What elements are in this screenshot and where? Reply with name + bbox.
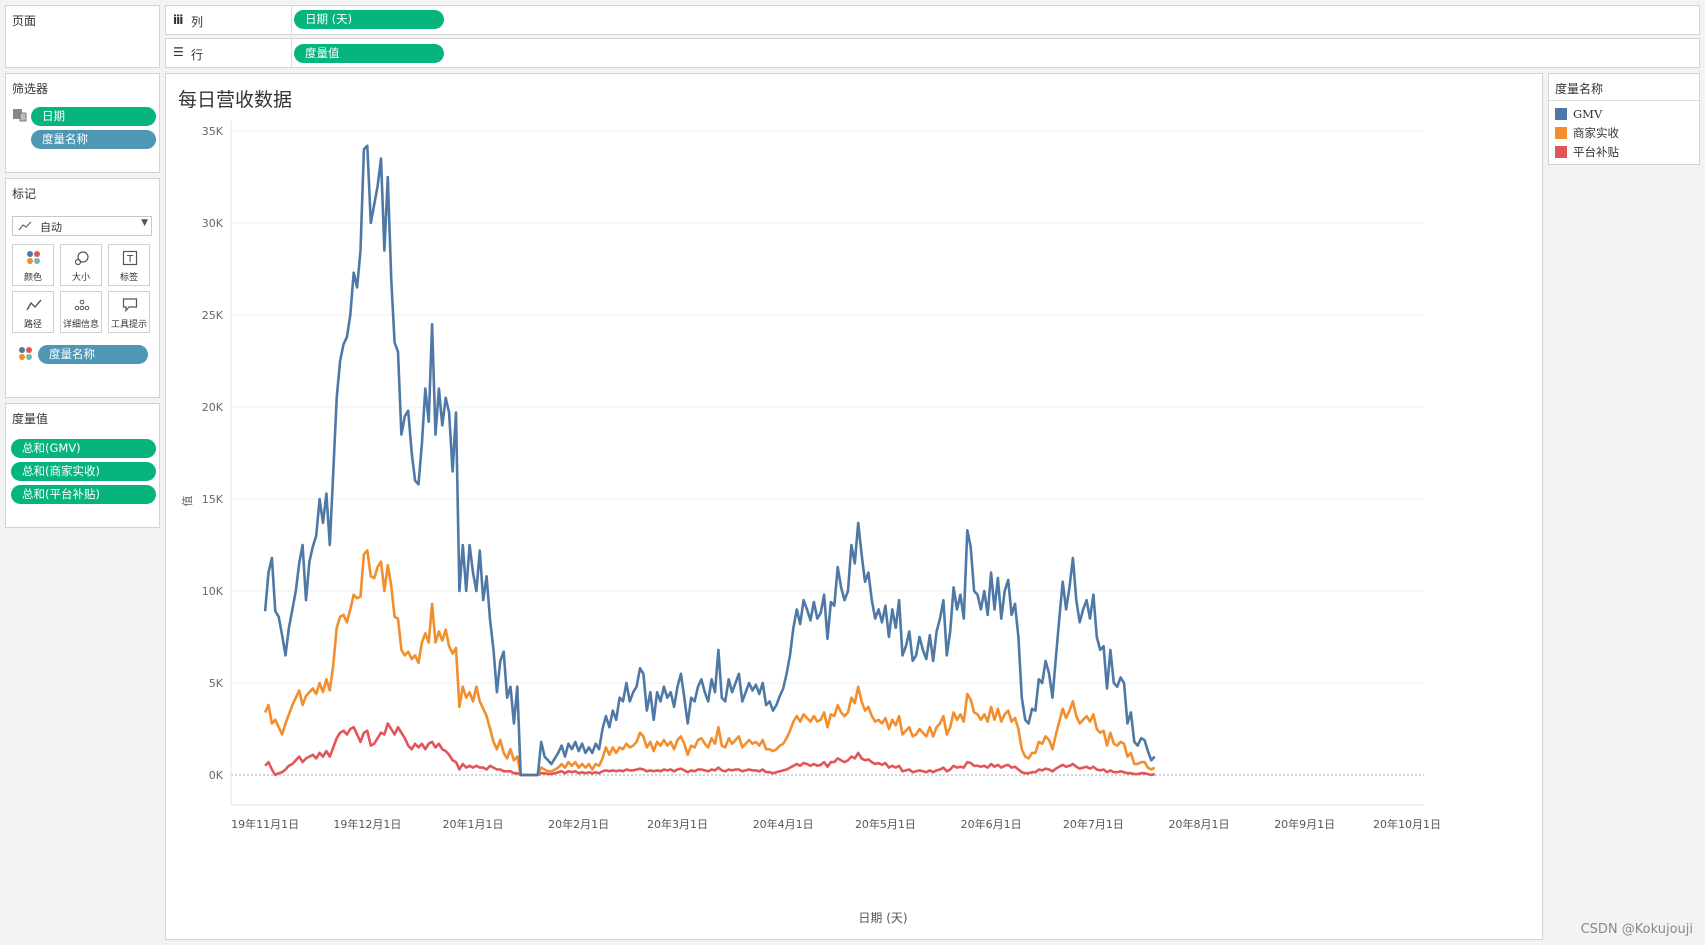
svg-text:T: T bbox=[126, 254, 134, 265]
mark-type-select[interactable]: 自动 ▼ bbox=[12, 216, 152, 236]
mark-tooltip-button[interactable]: 工具提示 bbox=[108, 291, 150, 333]
legend-swatch-subsidy bbox=[1555, 146, 1567, 158]
series-line-subsidy[interactable] bbox=[264, 722, 1156, 777]
line-mark-icon bbox=[18, 221, 32, 231]
legend-panel[interactable]: 度量名称 GMV 商家实收 平台补贴 bbox=[1548, 73, 1700, 165]
series-line-merchant[interactable] bbox=[263, 549, 1156, 777]
rows-label: 行 bbox=[191, 48, 204, 62]
mark-label-label: 标签 bbox=[119, 273, 138, 283]
y-tick-label: 15K bbox=[202, 493, 224, 506]
x-tick-label: 20年9月1日 bbox=[1274, 817, 1335, 831]
x-tick-label: 20年2月1日 bbox=[548, 817, 609, 831]
y-tick-label: 25K bbox=[202, 309, 224, 322]
mark-path-button[interactable]: 路径 bbox=[12, 291, 54, 333]
path-icon bbox=[26, 299, 42, 311]
detail-icon bbox=[74, 299, 90, 311]
filters-panel[interactable]: 筛选器 日期 度量名称 bbox=[5, 73, 160, 173]
x-tick-label: 20年3月1日 bbox=[647, 817, 708, 831]
mark-color-label: 颜色 bbox=[23, 273, 42, 283]
y-tick-label: 5K bbox=[209, 677, 224, 690]
mark-size-label: 大小 bbox=[71, 273, 90, 283]
measure-pill-subsidy[interactable]: 总和(平台补贴) bbox=[11, 485, 156, 504]
x-tick-label: 20年4月1日 bbox=[753, 817, 814, 831]
marks-panel[interactable]: 标记 自动 ▼ 颜色 大小 T 标签 路径 bbox=[5, 178, 160, 398]
tooltip-icon bbox=[122, 298, 138, 313]
mark-tooltip-label: 工具提示 bbox=[110, 320, 147, 330]
chart-title: 每日营收数据 bbox=[178, 89, 292, 111]
x-tick-label: 19年12月1日 bbox=[333, 817, 401, 831]
chart-panel: 每日营收数据 值 日期 (天) 0K 5K 10K 15K 20K 25K 30K 35K 19… bbox=[165, 73, 1543, 940]
legend-item-merchant[interactable]: 商家实收 bbox=[1555, 125, 1619, 141]
x-tick-label: 20年7月1日 bbox=[1063, 817, 1124, 831]
x-tick-label: 20年6月1日 bbox=[961, 817, 1022, 831]
columns-shelf[interactable]: iii 列 日期 (天) bbox=[165, 5, 1700, 35]
filter-pill-date[interactable]: 日期 bbox=[31, 107, 156, 126]
legend-label-subsidy: 平台补贴 bbox=[1573, 145, 1619, 159]
legend-swatch-merchant bbox=[1555, 127, 1567, 139]
legend-item-subsidy[interactable]: 平台补贴 bbox=[1555, 144, 1619, 160]
mark-type-value: 自动 bbox=[40, 221, 62, 234]
mark-detail-button[interactable]: 详细信息 bbox=[60, 291, 102, 333]
rows-icon: ☰ bbox=[173, 45, 184, 59]
text-label-icon: T bbox=[122, 250, 138, 266]
mark-path-label: 路径 bbox=[23, 320, 42, 330]
x-tick-label: 19年11月1日 bbox=[231, 817, 299, 831]
marks-title: 标记 bbox=[12, 187, 37, 201]
x-tick-label: 20年1月1日 bbox=[443, 817, 504, 831]
filters-title: 筛选器 bbox=[12, 82, 49, 96]
color-field-icon bbox=[19, 347, 32, 360]
x-tick-label: 20年10月1日 bbox=[1373, 817, 1441, 831]
mark-color-button[interactable]: 颜色 bbox=[12, 244, 54, 286]
watermark: CSDN @Kokujouji bbox=[1580, 922, 1693, 937]
mark-size-button[interactable]: 大小 bbox=[60, 244, 102, 286]
y-tick-label: 0K bbox=[209, 769, 224, 782]
legend-label-gmv: GMV bbox=[1573, 107, 1603, 121]
legend-label-merchant: 商家实收 bbox=[1573, 126, 1619, 140]
marks-color-pill[interactable]: 度量名称 bbox=[38, 345, 148, 364]
y-tick-label: 35K bbox=[202, 125, 224, 138]
x-axis-title: 日期 (天) bbox=[858, 911, 907, 925]
rows-shelf[interactable]: ☰ 行 度量值 bbox=[165, 38, 1700, 68]
line-chart: 每日营收数据 值 日期 (天) 0K 5K 10K 15K 20K 25K 30K 35K 19… bbox=[178, 89, 1441, 925]
rows-pill-measure-values[interactable]: 度量值 bbox=[294, 44, 444, 63]
legend-item-gmv[interactable]: GMV bbox=[1555, 106, 1602, 122]
mark-label-button[interactable]: T 标签 bbox=[108, 244, 150, 286]
columns-icon: iii bbox=[173, 13, 183, 27]
mark-detail-label: 详细信息 bbox=[62, 320, 99, 330]
calendar-filter-icon bbox=[13, 109, 27, 122]
size-icon bbox=[74, 251, 89, 266]
measure-values-panel[interactable]: 度量值 总和(GMV) 总和(商家实收) 总和(平台补贴) bbox=[5, 403, 160, 528]
legend-title: 度量名称 bbox=[1555, 82, 1604, 96]
columns-label: 列 bbox=[191, 15, 204, 29]
series-line-gmv[interactable] bbox=[263, 144, 1156, 777]
columns-pill-date[interactable]: 日期 (天) bbox=[294, 10, 444, 29]
pages-title: 页面 bbox=[12, 14, 37, 28]
measure-pill-merchant[interactable]: 总和(商家实收) bbox=[11, 462, 156, 481]
pages-panel[interactable]: 页面 bbox=[5, 5, 160, 68]
chevron-down-icon: ▼ bbox=[141, 218, 148, 228]
x-tick-label: 20年5月1日 bbox=[855, 817, 916, 831]
y-tick-label: 30K bbox=[202, 217, 224, 230]
filter-pill-measure-names[interactable]: 度量名称 bbox=[31, 130, 156, 149]
measure-values-title: 度量值 bbox=[12, 412, 49, 426]
legend-swatch-gmv bbox=[1555, 108, 1567, 120]
y-tick-label: 10K bbox=[202, 585, 224, 598]
y-tick-label: 20K bbox=[202, 401, 224, 414]
color-icon bbox=[27, 251, 40, 264]
measure-pill-gmv[interactable]: 总和(GMV) bbox=[11, 439, 156, 458]
x-tick-label: 20年8月1日 bbox=[1169, 817, 1230, 831]
y-axis-title: 值 bbox=[181, 496, 194, 507]
